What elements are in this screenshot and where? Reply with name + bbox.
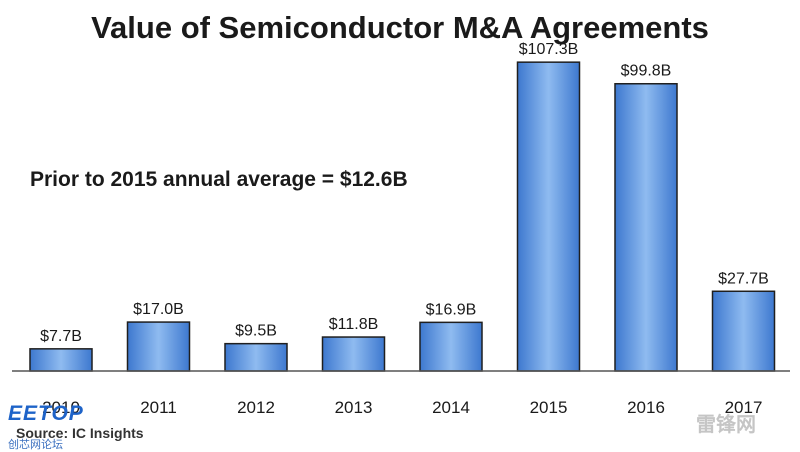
- bar-2017: [711, 290, 776, 372]
- data-label-2010: $7.7B: [40, 328, 82, 345]
- bar-2013: [321, 336, 386, 372]
- x-tick-label-2012: 2012: [237, 398, 275, 417]
- data-label-2012: $9.5B: [235, 323, 277, 340]
- x-tick-label-2015: 2015: [530, 398, 568, 417]
- data-label-2016: $99.8B: [621, 63, 672, 80]
- bar-2010: [29, 348, 93, 372]
- x-tick-label-2013: 2013: [335, 398, 373, 417]
- source-note: Source: IC Insights: [16, 425, 144, 441]
- x-tick-label-2016: 2016: [627, 398, 665, 417]
- data-label-2017: $27.7B: [718, 270, 769, 287]
- bar-2011: [126, 321, 191, 372]
- x-tick-label-2017: 2017: [725, 398, 763, 417]
- x-tick-label-2011: 2011: [140, 398, 177, 417]
- data-label-2014: $16.9B: [426, 301, 477, 318]
- eetop-logo: EETOP: [8, 402, 84, 425]
- bar-2015: [516, 61, 581, 372]
- chart-title: Value of Semiconductor M&A Agreements: [91, 10, 709, 45]
- eetop-logo-subtitle: 创芯网论坛: [8, 439, 63, 451]
- bar-2012: [224, 342, 288, 372]
- data-label-2011: $17.0B: [133, 301, 184, 318]
- corner-watermark: 雷锋网: [696, 414, 756, 436]
- data-label-2015: $107.3B: [519, 41, 579, 58]
- average-annotation: Prior to 2015 annual average = $12.6B: [30, 168, 408, 191]
- bar-2014: [419, 321, 483, 372]
- data-label-2013: $11.8B: [329, 316, 379, 333]
- x-tick-label-2010: 2010: [42, 398, 80, 417]
- x-tick-label-2014: 2014: [432, 398, 470, 417]
- bar-2016: [614, 82, 678, 372]
